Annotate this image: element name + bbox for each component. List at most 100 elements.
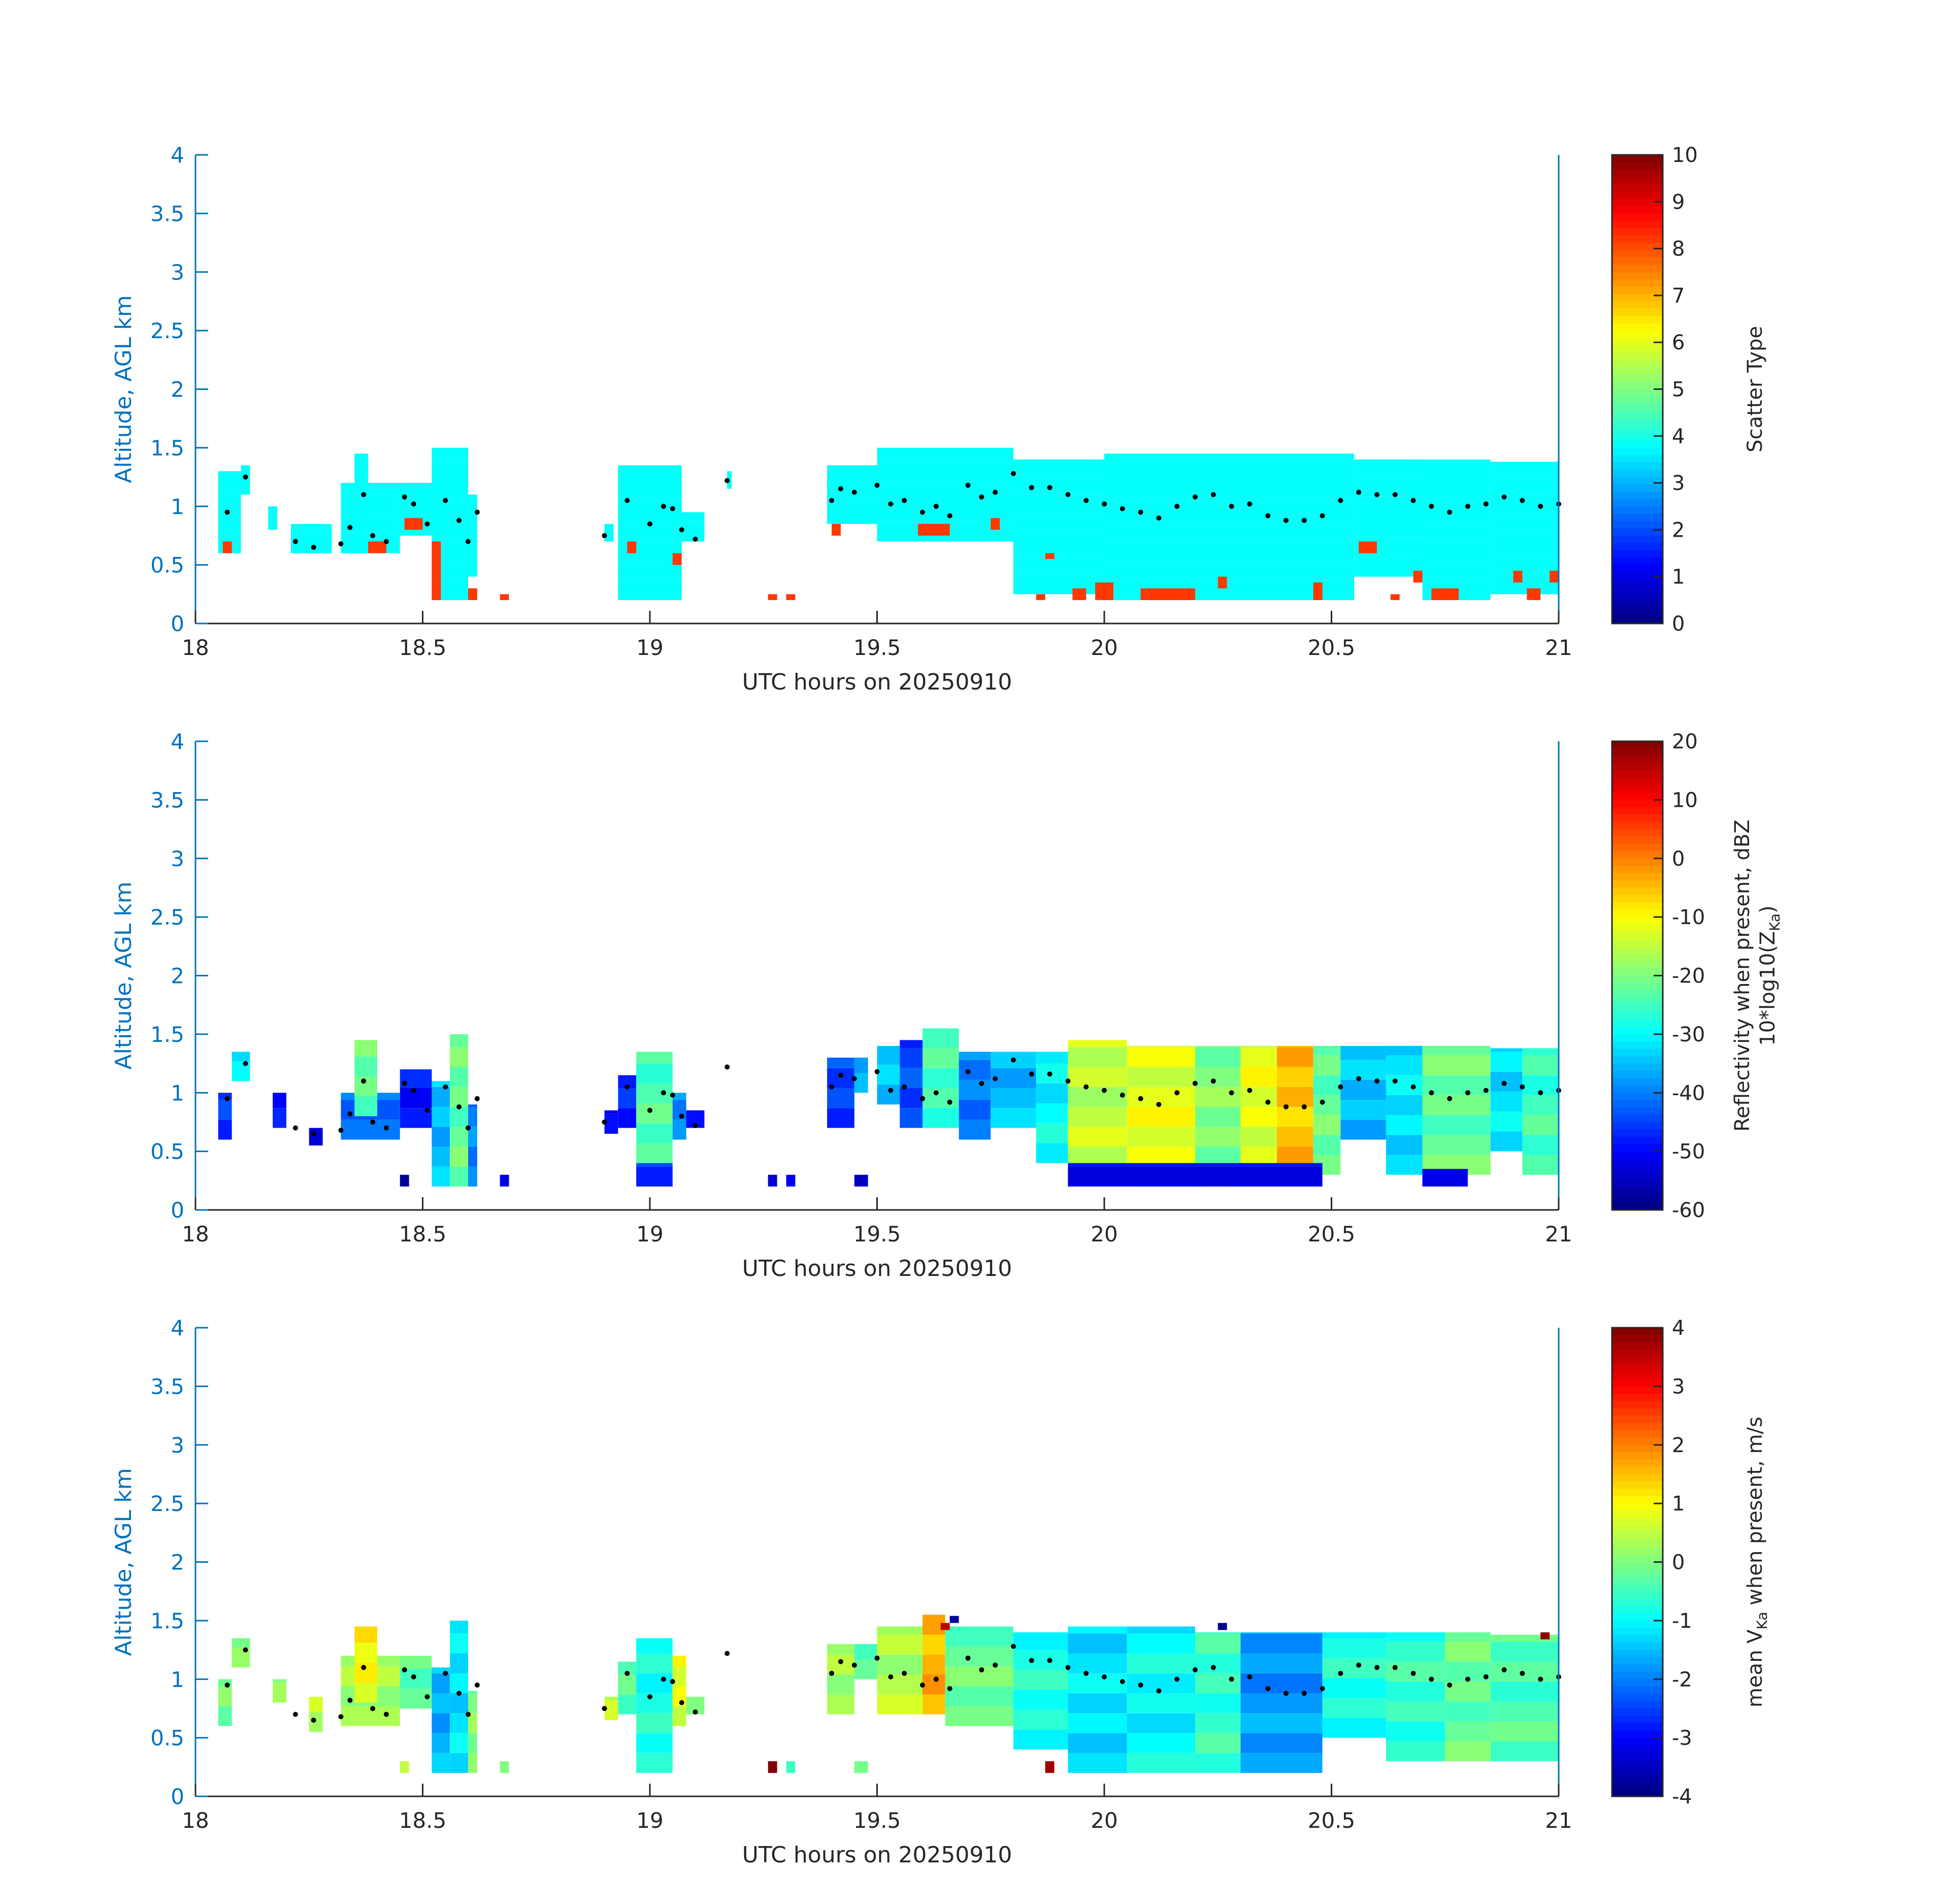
colorbar-segment bbox=[1612, 902, 1663, 910]
heatmap-cell bbox=[1195, 1106, 1241, 1127]
colorbar-segment bbox=[1612, 939, 1663, 947]
heatmap-cell bbox=[877, 1064, 900, 1085]
cloud-base-dot bbox=[829, 1670, 834, 1676]
heatmap-cell bbox=[1240, 1753, 1323, 1773]
heatmap-cell bbox=[273, 1093, 286, 1108]
colorbar-segment bbox=[1612, 954, 1663, 962]
heatmap-cell bbox=[1013, 574, 1104, 595]
heatmap-cell bbox=[354, 1683, 377, 1703]
heatmap-cell bbox=[940, 1623, 950, 1630]
colorbar-segment bbox=[1612, 1767, 1663, 1775]
colorbar-segment bbox=[1612, 763, 1663, 771]
cloud-base-dot bbox=[1011, 1644, 1016, 1649]
heatmap-cell bbox=[636, 1083, 673, 1104]
cloud-base-dot bbox=[1156, 1102, 1162, 1107]
cloud-base-dot bbox=[1138, 509, 1143, 515]
y-tick-label: 2.5 bbox=[150, 318, 184, 343]
colorbar-tick-label: 10 bbox=[1672, 789, 1698, 812]
heatmap-cell bbox=[636, 1713, 673, 1733]
cloud-base-dot bbox=[1374, 1665, 1379, 1670]
heatmap-cell bbox=[672, 553, 682, 565]
x-axis-label: UTC hours on 20250910 bbox=[742, 1842, 1012, 1868]
heatmap-cell bbox=[959, 1100, 991, 1120]
heatmap-cell bbox=[432, 1106, 450, 1127]
heatmap-cell bbox=[959, 1079, 991, 1100]
heatmap-cells bbox=[218, 447, 1559, 600]
heatmap-cell bbox=[1422, 1045, 1491, 1056]
colorbar-tick-label: 4 bbox=[1672, 1317, 1685, 1340]
heatmap-cell bbox=[1422, 461, 1491, 481]
cloud-base-dot bbox=[647, 1107, 652, 1113]
heatmap-cell bbox=[1240, 1653, 1323, 1673]
cloud-base-dot bbox=[670, 506, 675, 511]
heatmap-cell bbox=[827, 465, 877, 484]
heatmap-cell bbox=[681, 512, 705, 522]
colorbar-tick-label: 9 bbox=[1672, 190, 1685, 214]
colorbar-tick-labels: -60 -50 -40 -30 -20 -10 0 10 20 bbox=[1672, 730, 1705, 1222]
heatmap-cell bbox=[900, 1040, 923, 1048]
cloud-base-dot bbox=[725, 1651, 730, 1656]
y-tick-label: 0.5 bbox=[150, 1726, 184, 1751]
heatmap-cell bbox=[923, 1028, 959, 1048]
cloud-base-dot bbox=[243, 474, 248, 480]
heatmap-cell bbox=[877, 1654, 923, 1675]
colorbar-segment bbox=[1612, 1386, 1663, 1394]
heatmap-cell bbox=[450, 1106, 468, 1127]
cloud-base-dot bbox=[1429, 504, 1434, 509]
cloud-base-dot bbox=[888, 1674, 894, 1680]
heatmap-cell bbox=[218, 1120, 232, 1140]
cloud-base-dot bbox=[1029, 1658, 1034, 1663]
x-tick-label: 20.5 bbox=[1308, 1222, 1356, 1246]
y-tick-label: 1.5 bbox=[150, 436, 184, 461]
cloud-base-dot bbox=[838, 486, 843, 491]
x-tick-label: 19 bbox=[636, 1808, 663, 1833]
cloud-base-dot bbox=[1538, 1677, 1543, 1682]
heatmap-cell bbox=[1277, 1045, 1313, 1047]
cloud-base-dot bbox=[1047, 485, 1052, 490]
cloud-base-dot bbox=[224, 1096, 230, 1101]
colorbar-tick-label: -3 bbox=[1672, 1727, 1692, 1750]
heatmap-cell bbox=[432, 461, 468, 481]
heatmap-cells bbox=[218, 1028, 1559, 1187]
colorbar-segment bbox=[1612, 836, 1663, 844]
cloud-base-dot bbox=[1501, 494, 1507, 500]
heatmap-cell bbox=[1195, 1127, 1241, 1147]
cloud-base-dot bbox=[1083, 1670, 1089, 1676]
colorbar-label-prefix: mean V bbox=[1743, 1629, 1767, 1708]
x-tick-label: 20 bbox=[1091, 1222, 1117, 1246]
cloud-base-dot bbox=[1538, 504, 1543, 509]
cloud-base-dot bbox=[1301, 517, 1307, 523]
heatmap-cell bbox=[1195, 1653, 1241, 1673]
heatmap-cell bbox=[1068, 1633, 1127, 1654]
heatmap-cell bbox=[1195, 1047, 1241, 1067]
cloud-base-dot bbox=[1283, 1104, 1289, 1109]
cloud-base-dot bbox=[1120, 1092, 1125, 1098]
colorbar-tick-label: 2 bbox=[1672, 518, 1685, 542]
cloud-base-dot bbox=[1102, 1674, 1107, 1680]
colorbar-segment bbox=[1612, 1620, 1663, 1629]
heatmap-cells bbox=[218, 1615, 1559, 1773]
cloud-base-dot bbox=[693, 1709, 698, 1715]
colorbar-segment bbox=[1612, 1686, 1663, 1695]
heatmap-cell bbox=[1386, 1632, 1445, 1642]
colorbar-segment bbox=[1612, 1723, 1663, 1731]
heatmap-cell bbox=[636, 1123, 673, 1143]
heatmap-cell bbox=[1068, 1653, 1127, 1673]
colorbar-segment bbox=[1612, 470, 1663, 478]
colorbar-sublabel: 10*log10(ZKa) bbox=[1756, 905, 1783, 1045]
cloud-base-dot bbox=[965, 1069, 971, 1074]
cloud-base-dot bbox=[466, 539, 471, 544]
colorbar-sublabel-main: 10*log10(Z bbox=[1756, 931, 1780, 1046]
colorbar-tick-label: -4 bbox=[1672, 1785, 1692, 1809]
colorbar-tick-label: 10 bbox=[1672, 144, 1698, 167]
heatmap-cell bbox=[604, 1113, 618, 1134]
cloud-base-dot bbox=[1265, 513, 1271, 518]
heatmap-cell bbox=[450, 1166, 468, 1187]
heatmap-cell bbox=[923, 1675, 945, 1695]
colorbar-segment bbox=[1612, 1532, 1663, 1541]
cloud-base-dot bbox=[1193, 1080, 1198, 1086]
y-tick-label: 2 bbox=[171, 1550, 184, 1575]
heatmap-cell bbox=[945, 1706, 1013, 1726]
heatmap-cell bbox=[1068, 1753, 1127, 1773]
heatmap-cell bbox=[959, 1060, 991, 1080]
